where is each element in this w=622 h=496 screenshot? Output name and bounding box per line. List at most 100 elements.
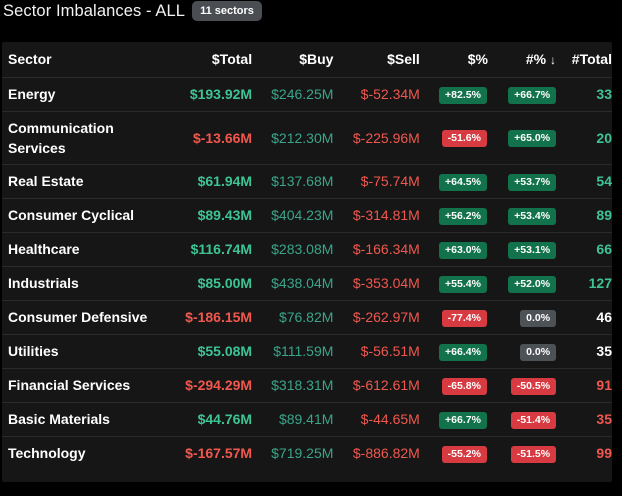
count-pct-cell: 0.0% bbox=[488, 334, 557, 368]
total-value: $-167.57M bbox=[185, 445, 253, 462]
count-pct-cell: +65.0% bbox=[488, 111, 557, 164]
count-total-value: 35 bbox=[596, 411, 612, 427]
column-header-total[interactable]: $Total bbox=[211, 51, 253, 68]
pct-cell: +55.4% bbox=[420, 266, 488, 300]
pct-badge: +55.4% bbox=[439, 275, 487, 293]
sell-value: $-52.34M bbox=[360, 86, 420, 102]
count-total-value: 66 bbox=[596, 241, 612, 257]
count-total-value: 54 bbox=[596, 173, 612, 189]
count-pct-cell: +53.4% bbox=[488, 198, 557, 232]
count-pct-cell: -51.4% bbox=[488, 402, 557, 436]
count-pct-badge: +53.4% bbox=[508, 207, 557, 225]
count-pct-cell: +53.7% bbox=[488, 164, 557, 198]
sector-name: Healthcare bbox=[8, 241, 80, 257]
table-row[interactable]: Communication Services $-13.66M $212.30M $-… bbox=[2, 111, 612, 164]
sell-value: $-353.04M bbox=[352, 275, 420, 291]
count-total-value: 35 bbox=[596, 343, 612, 359]
sector-name: Real Estate bbox=[8, 173, 84, 189]
pct-cell: -51.6% bbox=[420, 111, 488, 164]
sell-value: $-56.51M bbox=[360, 343, 420, 359]
table-row[interactable]: Consumer Defensive $-186.15M $76.82M $-262.… bbox=[2, 300, 612, 334]
table-row[interactable]: Real Estate $61.94M $137.68M $-75.74M +64.5%… bbox=[2, 164, 612, 198]
total-value: $85.00M bbox=[197, 275, 253, 291]
sector-table-panel: Sector $Total $Buy $Sell $% #% ↓ #Total E… bbox=[2, 42, 612, 482]
sector-name: Basic Materials bbox=[8, 411, 110, 427]
count-pct-badge: +65.0% bbox=[508, 130, 557, 147]
pct-badge: -51.6% bbox=[441, 130, 487, 147]
sell-value: $-262.97M bbox=[352, 309, 420, 325]
buy-value: $89.41M bbox=[278, 411, 334, 427]
count-pct-cell: +53.1% bbox=[488, 232, 557, 266]
column-header-pct[interactable]: $% bbox=[467, 51, 488, 68]
count-total-value: 91 bbox=[596, 377, 612, 393]
sell-value: $-314.81M bbox=[352, 207, 420, 223]
pct-badge: +63.0% bbox=[439, 241, 487, 259]
pct-cell: +82.5% bbox=[420, 77, 488, 111]
sell-value: $-612.61M bbox=[352, 377, 420, 393]
sector-name: Energy bbox=[8, 86, 56, 102]
pct-cell: +64.5% bbox=[420, 164, 488, 198]
table-header-row: Sector $Total $Buy $Sell $% #% ↓ #Total bbox=[2, 42, 612, 77]
count-pct-badge: +53.7% bbox=[508, 173, 557, 191]
count-total-value: 127 bbox=[588, 275, 612, 291]
column-header-count-total[interactable]: #Total bbox=[571, 51, 612, 68]
buy-value: $404.23M bbox=[271, 207, 334, 223]
table-row[interactable]: Basic Materials $44.76M $89.41M $-44.65M +66… bbox=[2, 402, 612, 436]
pct-cell: +56.2% bbox=[420, 198, 488, 232]
column-header-buy[interactable]: $Buy bbox=[299, 51, 334, 68]
count-pct-badge: -51.5% bbox=[510, 445, 557, 463]
pct-badge: +66.7% bbox=[439, 411, 487, 429]
table-row[interactable]: Financial Services $-294.29M $318.31M $-612… bbox=[2, 368, 612, 402]
total-value: $-13.66M bbox=[192, 129, 253, 146]
table-row[interactable]: Industrials $85.00M $438.04M $-353.04M +55.4… bbox=[2, 266, 612, 300]
page-title: Sector Imbalances - ALL bbox=[3, 1, 186, 20]
pct-cell: +63.0% bbox=[420, 232, 488, 266]
column-header-sector[interactable]: Sector bbox=[8, 51, 52, 68]
pct-cell: +66.4% bbox=[420, 334, 488, 368]
table-row[interactable]: Healthcare $116.74M $283.08M $-166.34M +63.0… bbox=[2, 232, 612, 266]
sell-value: $-225.96M bbox=[352, 129, 420, 146]
pct-badge: +66.4% bbox=[439, 343, 487, 361]
table-row[interactable]: Technology $-167.57M $719.25M $-886.82M -55.… bbox=[2, 436, 612, 470]
sell-value: $-44.65M bbox=[360, 411, 420, 427]
total-value: $89.43M bbox=[197, 207, 253, 223]
header: Sector Imbalances - ALL 11 sectors bbox=[3, 0, 262, 22]
sector-name: Consumer Defensive bbox=[8, 309, 148, 325]
count-pct-cell: -51.5% bbox=[488, 436, 557, 470]
count-pct-badge: +53.1% bbox=[508, 241, 557, 259]
pct-cell: -55.2% bbox=[420, 436, 488, 470]
sector-count-badge: 11 sectors bbox=[192, 1, 262, 21]
pct-cell: -65.8% bbox=[420, 368, 488, 402]
sector-name: Industrials bbox=[8, 275, 79, 291]
count-total-value: 33 bbox=[596, 86, 612, 102]
sector-name: Financial Services bbox=[8, 377, 131, 393]
buy-value: $137.68M bbox=[271, 173, 334, 189]
count-pct-badge: +66.7% bbox=[508, 86, 557, 104]
count-pct-cell: +52.0% bbox=[488, 266, 557, 300]
buy-value: $438.04M bbox=[271, 275, 334, 291]
table-row[interactable]: Energy $193.92M $246.25M $-52.34M +82.5% +66.… bbox=[2, 77, 612, 111]
sector-table: Sector $Total $Buy $Sell $% #% ↓ #Total E… bbox=[2, 42, 612, 470]
table-body: Energy $193.92M $246.25M $-52.34M +82.5% +66.… bbox=[2, 77, 612, 470]
buy-value: $318.31M bbox=[271, 377, 334, 393]
count-total-value: 99 bbox=[596, 445, 612, 462]
pct-cell: -77.4% bbox=[420, 300, 488, 334]
pct-cell: +66.7% bbox=[420, 402, 488, 436]
sell-value: $-886.82M bbox=[352, 445, 420, 462]
column-header-sell[interactable]: $Sell bbox=[387, 51, 420, 68]
total-value: $44.76M bbox=[197, 411, 253, 427]
pct-badge: +56.2% bbox=[439, 207, 487, 225]
pct-badge: -55.2% bbox=[441, 445, 487, 463]
sector-name: Technology bbox=[8, 445, 86, 462]
buy-value: $246.25M bbox=[271, 86, 334, 102]
total-value: $116.74M bbox=[190, 241, 253, 257]
table-row[interactable]: Utilities $55.08M $111.59M $-56.51M +66.4% 0.… bbox=[2, 334, 612, 368]
buy-value: $76.82M bbox=[278, 309, 334, 325]
column-header-count-pct[interactable]: #% ↓ bbox=[525, 51, 557, 68]
sector-name: Communication Services bbox=[8, 119, 114, 156]
buy-value: $283.08M bbox=[271, 241, 334, 257]
count-pct-badge: +52.0% bbox=[508, 275, 557, 293]
total-value: $193.92M bbox=[189, 86, 253, 102]
count-total-value: 89 bbox=[596, 207, 612, 223]
table-row[interactable]: Consumer Cyclical $89.43M $404.23M $-314.81… bbox=[2, 198, 612, 232]
